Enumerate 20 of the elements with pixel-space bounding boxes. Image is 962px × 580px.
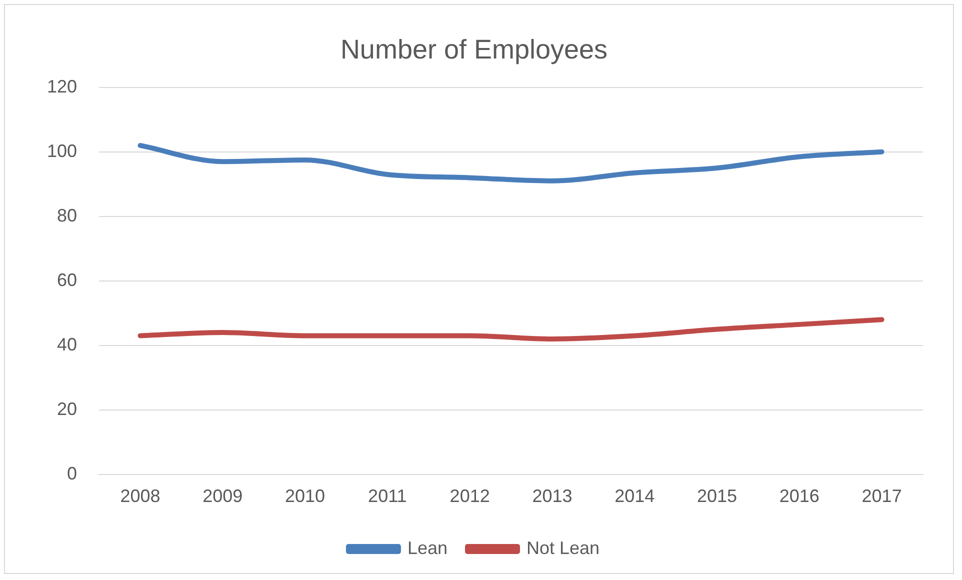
x-tick-label: 2016 <box>779 486 820 506</box>
x-tick-label: 2010 <box>285 486 326 506</box>
y-tick-label: 120 <box>46 76 78 96</box>
y-tick-label: 60 <box>57 270 78 290</box>
x-tick-label: 2015 <box>696 486 738 506</box>
x-tick-label: 2011 <box>368 486 407 506</box>
y-tick-label: 0 <box>67 463 78 484</box>
chart-title: Number of Employees <box>340 34 608 65</box>
x-tick-label: 2009 <box>202 486 243 506</box>
y-tick-label: 40 <box>57 334 78 354</box>
x-tick-label: 2013 <box>532 486 572 506</box>
x-tick-label: 2008 <box>120 486 160 506</box>
x-tick-label: 2014 <box>614 486 655 506</box>
legend-label: Not Lean <box>526 538 600 558</box>
y-tick-label: 80 <box>57 205 78 226</box>
y-tick-label: 100 <box>46 140 78 161</box>
x-tick-label: 2012 <box>450 486 490 506</box>
x-tick-label: 2017 <box>862 486 902 506</box>
legend-label: Lean <box>407 538 448 558</box>
y-tick-label: 20 <box>57 398 78 419</box>
